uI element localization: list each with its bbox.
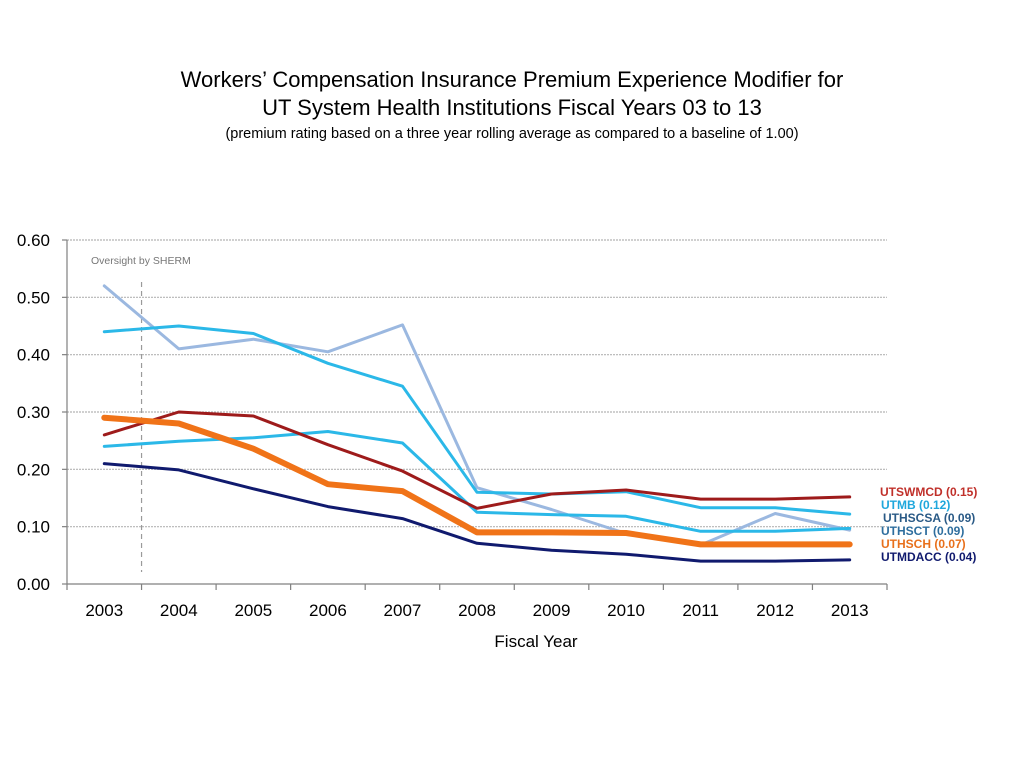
y-tick-label: 0.30 [17,403,50,422]
y-tick-label: 0.00 [17,575,50,594]
legend: UTSWMCD (0.15)UTMB (0.12)UTHSCSA (0.09)U… [880,485,977,564]
series-line-utmdacc [102,462,852,563]
legend-label-utmdacc: UTMDACC (0.04) [881,550,976,564]
series-line-utswmcd [102,410,852,510]
y-tick-label: 0.50 [17,288,50,307]
x-tick-label: 2006 [309,601,347,620]
x-tick-label: 2007 [384,601,422,620]
series-line-uthsch [101,414,853,548]
legend-label-uthsch: UTHSCH (0.07) [881,537,966,551]
series-line-utmb [102,324,852,516]
x-tick-label: 2003 [85,601,123,620]
chart-title-line-2: UT System Health Institutions Fiscal Yea… [262,95,762,120]
x-tick-label: 2010 [607,601,645,620]
chart-subtitle: (premium rating based on a three year ro… [225,126,799,142]
axes: 0.00 0.10 0.20 0.30 0.40 0.50 0.60 2003 2004 2005… [17,231,888,620]
chart-title-line-1: Workers’ Compensation Insurance Premium … [180,67,844,92]
y-tick-label: 0.20 [17,460,50,479]
legend-label-uthscsa: UTHSCSA (0.09) [883,511,975,525]
oversight-note: Oversight by SHERM [91,255,191,267]
x-axis-title: Fiscal Year [494,632,577,651]
gridlines [67,239,887,572]
series-lines [101,284,853,563]
y-tick-label: 0.40 [17,346,50,365]
chart-title-block: Workers’ Compensation Insurance Premium … [0,66,1024,144]
y-tick-label: 0.60 [17,231,50,250]
x-tick-label: 2011 [682,601,719,620]
x-tick-label: 2004 [160,601,198,620]
y-tick-label: 0.10 [17,518,50,537]
legend-label-uthsct: UTHSCT (0.09) [881,524,964,538]
legend-label-utswmcd: UTSWMCD (0.15) [880,485,977,499]
x-tick-label: 2012 [756,601,794,620]
series-line-uthsct [102,284,852,547]
series-line-uthscsa [102,430,852,533]
x-tick-label: 2005 [234,601,272,620]
x-tick-label: 2013 [831,601,869,620]
legend-label-utmb: UTMB (0.12) [881,498,950,512]
x-tick-label: 2009 [533,601,571,620]
x-tick-label: 2008 [458,601,496,620]
